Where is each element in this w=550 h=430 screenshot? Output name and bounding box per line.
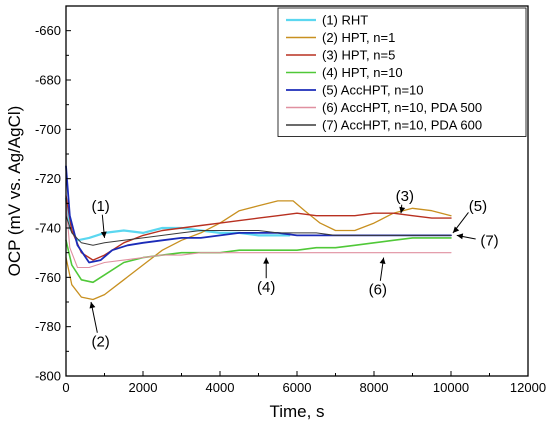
y-axis-title: OCP (mV vs. Ag/AgCl) [5, 106, 24, 277]
series-line-7 [65, 215, 452, 246]
series-layer [64, 165, 452, 301]
legend-entry: (6) AccHPT, n=10, PDA 500 [322, 100, 482, 115]
legend-entry: (5) AccHPT, n=10 [322, 83, 424, 98]
y-tick-label: -680 [35, 73, 61, 88]
x-axis: 0 2000 4000 6000 8000 10000 12000 [62, 371, 546, 395]
y-tick-label: -800 [35, 369, 61, 384]
legend-entry: (2) HPT, n=1 [322, 30, 395, 45]
y-tick-label: -780 [35, 319, 61, 334]
annotation-arrowhead [263, 257, 270, 264]
series-line-4 [65, 237, 452, 284]
x-tick-label: 0 [62, 380, 69, 395]
series-line-5 [65, 165, 452, 264]
series-line-3 [65, 195, 452, 261]
annotation-label: (3) [396, 188, 414, 205]
annotation-label: (6) [369, 282, 387, 299]
annotation-arrowhead [100, 231, 107, 238]
y-tick-label: -720 [35, 171, 61, 186]
x-tick-label: 4000 [206, 380, 235, 395]
annotation-label: (7) [480, 232, 498, 249]
legend-entry: (7) AccHPT, n=10, PDA 600 [322, 118, 482, 133]
legend-entry: (1) RHT [322, 13, 368, 28]
legend-entry: (3) HPT, n=5 [322, 48, 395, 63]
annotation-label: (5) [469, 198, 487, 215]
legend: (1) RHT (2) HPT, n=1 (3) HPT, n=5 (4) HPT, … [277, 7, 527, 137]
annotation-arrowhead [456, 233, 464, 240]
annotation-label: (2) [91, 333, 109, 350]
y-tick-label: -760 [35, 270, 61, 285]
series-line-2 [65, 200, 452, 301]
x-tick-label: 10000 [433, 380, 469, 395]
x-tick-label: 8000 [360, 380, 389, 395]
x-axis-title: Time, s [269, 402, 324, 421]
y-tick-label: -740 [35, 221, 61, 236]
annotation-arrowhead [399, 206, 406, 214]
y-tick-label: -700 [35, 122, 61, 137]
x-tick-label: 12000 [510, 380, 546, 395]
annotation-layer: (1) (2) (3) (4) (5) (6) (7) [89, 188, 499, 350]
annotation-arrowhead [379, 257, 386, 265]
x-tick-label: 2000 [129, 380, 158, 395]
legend-box [277, 7, 527, 137]
series-line-6 [65, 202, 452, 269]
x-tick-label: 6000 [283, 380, 312, 395]
annotation-arrowhead [89, 302, 96, 309]
annotation-label: (4) [257, 279, 275, 296]
annotation-arrowhead [452, 226, 460, 233]
annotation-label: (1) [91, 198, 109, 215]
y-axis: -800 -780 -760 -740 -720 -700 -680 -660 [35, 5, 71, 384]
y-tick-label: -660 [35, 23, 61, 38]
series-line-1 [64, 197, 291, 242]
legend-entry: (4) HPT, n=10 [322, 65, 403, 80]
